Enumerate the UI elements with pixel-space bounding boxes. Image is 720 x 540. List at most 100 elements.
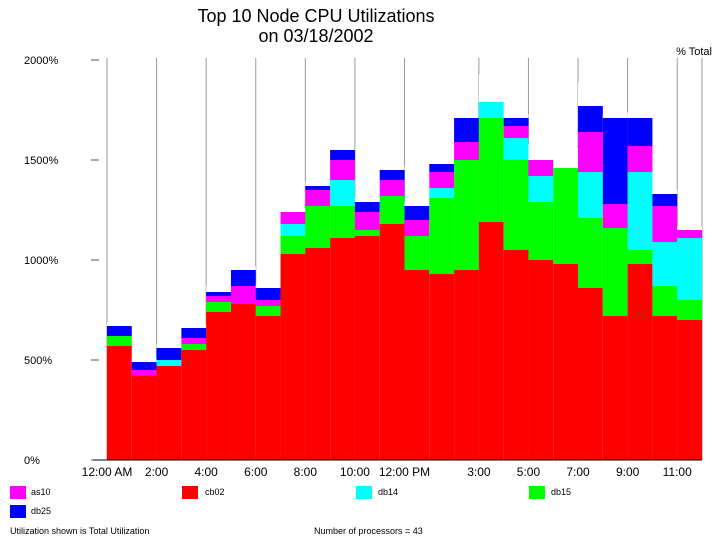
bar-as10-13 (429, 172, 455, 188)
bar-cb02-3 (181, 350, 207, 460)
bar-cb02-7 (280, 254, 306, 460)
bar-db25-0 (107, 326, 132, 336)
bar-other-21 (627, 112, 653, 118)
y-tick-label-4: 2000% (24, 55, 58, 67)
bar-cb02-4 (206, 312, 231, 460)
bar-other-6 (255, 284, 281, 288)
bar-as10-4 (206, 296, 231, 302)
bar-db25-22 (652, 194, 678, 206)
bar-cb02-22 (652, 316, 678, 460)
legend-swatch-cb02 (182, 486, 198, 499)
bar-cb02-17 (528, 260, 554, 460)
bar-db15-17 (528, 202, 554, 260)
bar-db15-23 (677, 300, 702, 320)
bar-db25-13 (429, 164, 455, 172)
x-tick-label-11: 11:00 (663, 465, 692, 479)
bar-other-11 (379, 166, 405, 170)
bar-cb02-12 (404, 270, 430, 460)
chart-title-line-2: on 03/18/2002 (258, 26, 373, 46)
bar-as10-23 (677, 230, 702, 238)
bar-db25-16 (503, 118, 529, 126)
bar-cb02-6 (255, 316, 281, 460)
bar-db25-9 (330, 150, 355, 160)
bar-cb02-9 (330, 238, 355, 460)
bar-other-1 (131, 358, 157, 362)
legend-item-cb02: cb02 (182, 486, 225, 499)
bar-db25-4 (206, 292, 231, 296)
bar-as10-12 (404, 220, 430, 236)
bar-as10-10 (354, 212, 380, 230)
bar-as10-9 (330, 160, 355, 180)
bar-other-0 (107, 322, 132, 326)
x-tick-label-2: 4:00 (194, 465, 218, 479)
y-tick-label-3: 1500% (24, 155, 58, 167)
bar-db25-10 (354, 202, 380, 212)
bar-db25-20 (602, 118, 628, 204)
bar-other-20 (602, 114, 628, 118)
bar-cb02-23 (677, 320, 702, 460)
bar-db15-15 (478, 118, 504, 222)
legend-swatch-db25 (10, 505, 26, 518)
bar-cb02-8 (305, 248, 331, 460)
bar-cb02-0 (107, 346, 132, 460)
legend-item-as10: as10 (10, 486, 51, 499)
bar-other-4 (206, 286, 231, 292)
y-tick-label-2: 1000% (24, 255, 58, 267)
bar-db25-8 (305, 186, 331, 190)
bar-db25-21 (627, 118, 653, 146)
bar-cb02-10 (354, 236, 380, 460)
bar-other-12 (404, 202, 430, 206)
bar-cb02-21 (627, 264, 653, 460)
bar-db14-21 (627, 172, 653, 250)
legend: as10 cb02 db14 db15 db25 (10, 486, 571, 518)
legend-label-db14: db14 (378, 487, 398, 497)
bar-db25-1 (131, 362, 157, 370)
x-tick-label-4: 8:00 (294, 465, 318, 479)
bar-other-10 (354, 198, 380, 202)
legend-label-cb02: cb02 (205, 487, 225, 497)
bar-db15-4 (206, 302, 231, 312)
legend-label-as10: as10 (31, 487, 51, 497)
bar-other-16 (503, 114, 529, 118)
bar-db25-12 (404, 206, 430, 220)
bar-db25-14 (454, 118, 479, 142)
bar-cb02-13 (429, 274, 455, 460)
bar-db14-16 (503, 138, 529, 160)
bar-as10-6 (255, 300, 281, 306)
y-axis: 0% 500% 1000% 1500% 2000% (24, 55, 99, 467)
bar-other-2 (156, 344, 182, 348)
bar-as10-7 (280, 212, 306, 224)
bar-as10-16 (503, 126, 529, 138)
bar-db14-15 (478, 102, 504, 118)
bar-db15-8 (305, 206, 331, 248)
bar-db14-2 (156, 360, 182, 366)
chart-title-line-1: Top 10 Node CPU Utilizations (197, 6, 434, 26)
x-tick-label-9: 7:00 (566, 465, 590, 479)
legend-label-db25: db25 (31, 506, 51, 516)
bar-db15-9 (330, 206, 355, 238)
bar-cb02-14 (454, 270, 479, 460)
x-tick-label-7: 3:00 (467, 465, 491, 479)
bar-other-19 (578, 82, 603, 106)
bar-other-23 (677, 226, 702, 230)
bar-db14-22 (652, 242, 678, 286)
bar-db25-11 (379, 170, 405, 180)
bar-as10-8 (305, 190, 331, 206)
bar-other-22 (652, 190, 678, 194)
bar-db15-0 (107, 336, 132, 346)
legend-label-db15: db15 (551, 487, 571, 497)
bar-db15-16 (503, 160, 529, 250)
bar-as10-19 (578, 132, 603, 172)
stacked-bars (107, 74, 702, 460)
x-tick-label-0: 12:00 AM (82, 465, 133, 479)
bar-db15-3 (181, 344, 207, 350)
footer-processor-count: Number of processors = 43 (314, 526, 423, 536)
bar-cb02-20 (602, 316, 628, 460)
bar-as10-20 (602, 204, 628, 228)
unit-label: % Total (676, 46, 712, 58)
bar-other-17 (528, 144, 554, 160)
bar-other-13 (429, 160, 455, 164)
bar-db15-19 (578, 218, 603, 288)
bar-db25-2 (156, 348, 182, 360)
